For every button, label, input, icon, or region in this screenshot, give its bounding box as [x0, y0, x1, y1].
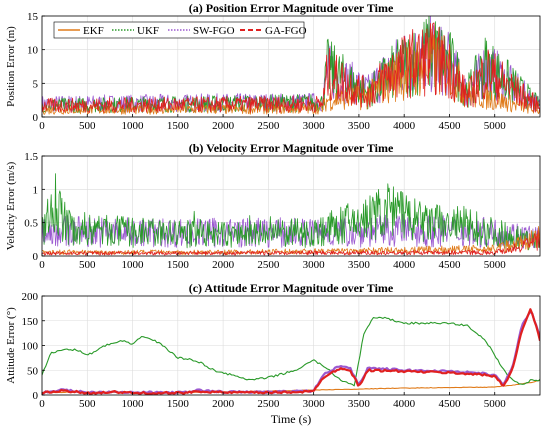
x-tick-label: 3500 [348, 259, 371, 271]
x-tick-label: 1500 [167, 259, 190, 271]
series-group [42, 173, 540, 256]
x-tick-label: 2000 [212, 120, 235, 132]
x-tick-label: 4000 [393, 120, 416, 132]
legend-label: UKF [137, 25, 159, 37]
panel-1: 0 500 1000 1500 2000 2500 3000 3500 4000 4500 5000… [5, 1, 541, 132]
x-tick-label: 2000 [212, 398, 235, 410]
series-line-ga-fgo [42, 230, 540, 256]
legend-box [53, 21, 305, 39]
x-tick-label: 4500 [438, 120, 461, 132]
series-line-ekf [42, 28, 540, 115]
x-tick-label: 5000 [484, 259, 507, 271]
x-tick-label: 500 [79, 259, 96, 271]
axes-frame [41, 15, 541, 118]
x-tick-label: 1000 [122, 120, 145, 132]
y-tick-label: 100 [22, 341, 39, 353]
x-tick-label: 0 [39, 120, 45, 132]
panel-title: (a) Position Error Magnitude over Time [189, 1, 394, 15]
series-line-ukf [42, 16, 540, 114]
y-axis-label: Position Error (m) [5, 26, 17, 107]
panel-3: 0 500 1000 1500 2000 2500 3000 3500 4000 4500 5000… [5, 281, 541, 426]
y-axis-label: Attitude Error (°) [5, 307, 17, 384]
y-tick-label: 200 [22, 291, 39, 303]
axes-frame [41, 155, 541, 257]
y-tick-label: 0 [33, 112, 39, 124]
y-tick-label: 5 [33, 78, 39, 90]
x-tick-label: 4000 [393, 259, 416, 271]
y-tick-label: 1 [33, 184, 39, 196]
x-tick-label: 1000 [122, 398, 145, 410]
legend-label: GA-FGO [265, 25, 307, 37]
series-line-ga-fgo [42, 22, 540, 114]
y-tick-label: 1.5 [24, 151, 38, 163]
x-tick-label: 3000 [303, 120, 326, 132]
legend-label: EKF [83, 25, 104, 37]
x-tick-label: 2500 [257, 120, 280, 132]
y-tick-label: 0 [33, 251, 39, 263]
series-group [42, 308, 540, 395]
series-line-ga-fgo [42, 308, 540, 395]
x-tick-label: 1500 [167, 398, 190, 410]
y-tick-label: 0.5 [24, 218, 38, 230]
x-tick-label: 3500 [348, 398, 371, 410]
x-tick-label: 1000 [122, 259, 145, 271]
series-line-ukf [42, 316, 540, 387]
x-tick-label: 4000 [393, 398, 416, 410]
legend: EKF UKF SW-FGO GA-FGO [53, 21, 307, 39]
x-axis-label: Time (s) [271, 412, 312, 426]
x-tick-label: 2000 [212, 259, 235, 271]
x-tick-label: 3500 [348, 120, 371, 132]
x-tick-label: 3000 [303, 259, 326, 271]
y-tick-label: 50 [27, 365, 39, 377]
y-tick-label: 0 [33, 390, 39, 402]
x-tick-label: 500 [79, 398, 96, 410]
panel-title: (c) Attitude Error Magnitude over Time [189, 281, 394, 295]
x-tick-label: 2500 [257, 259, 280, 271]
series-line-ukf [42, 173, 540, 251]
x-tick-label: 5000 [484, 120, 507, 132]
x-tick-label: 4500 [438, 259, 461, 271]
x-tick-label: 3000 [303, 398, 326, 410]
series-group [42, 16, 540, 115]
x-tick-label: 0 [39, 398, 45, 410]
x-tick-label: 4500 [438, 398, 461, 410]
y-tick-label: 150 [22, 316, 39, 328]
y-axis-label: Velocity Error (m/s) [5, 161, 17, 250]
panel-2: 0 500 1000 1500 2000 2500 3000 3500 4000 4500 5000… [5, 141, 541, 271]
y-tick-label: 15 [27, 11, 39, 23]
x-tick-label: 5000 [484, 398, 507, 410]
x-tick-label: 500 [79, 120, 96, 132]
panel-title: (b) Velocity Error Magnitude over Time [189, 141, 394, 155]
x-tick-label: 0 [39, 259, 45, 271]
x-tick-label: 2500 [257, 398, 280, 410]
y-tick-label: 10 [27, 45, 39, 57]
legend-label: SW-FGO [193, 25, 235, 37]
x-tick-label: 1500 [167, 120, 190, 132]
